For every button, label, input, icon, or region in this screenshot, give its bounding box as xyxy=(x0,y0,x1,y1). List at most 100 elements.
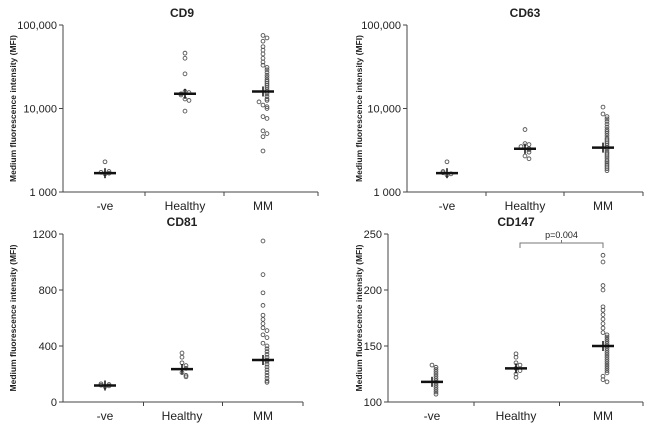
data-point xyxy=(264,328,270,333)
data-point xyxy=(264,106,270,111)
data-point xyxy=(433,391,439,397)
data-point xyxy=(260,55,266,61)
y-tick-label: 150 xyxy=(364,341,382,353)
data-point xyxy=(600,287,606,293)
data-point xyxy=(433,369,439,375)
data-point xyxy=(433,367,439,372)
data-point xyxy=(600,307,606,313)
x-tick-label: MM xyxy=(253,199,273,213)
data-point xyxy=(264,361,270,367)
data-point xyxy=(429,362,435,368)
data-point xyxy=(260,59,266,65)
data-point xyxy=(600,259,606,265)
x-tick-label: Healthy xyxy=(505,199,546,213)
data-point xyxy=(260,312,266,318)
data-point xyxy=(604,336,610,342)
data-point xyxy=(513,375,519,380)
data-point xyxy=(433,376,439,381)
data-point xyxy=(264,116,270,121)
data-point xyxy=(264,131,270,136)
data-point xyxy=(264,65,270,70)
data-point xyxy=(183,373,189,378)
data-point xyxy=(260,321,266,326)
data-point xyxy=(604,366,610,371)
data-point xyxy=(600,104,606,110)
y-tick-label: 100,000 xyxy=(361,20,401,32)
data-point xyxy=(264,380,270,385)
data-point xyxy=(604,359,610,365)
data-point xyxy=(264,98,270,103)
y-axis-label: Medium fluorescence intensity (MFI) xyxy=(8,35,18,182)
data-point xyxy=(260,51,266,57)
data-point xyxy=(264,96,270,102)
data-point xyxy=(182,108,188,114)
data-point xyxy=(433,371,439,377)
data-point xyxy=(183,363,189,368)
data-point xyxy=(604,363,610,369)
data-point xyxy=(260,102,266,108)
data-point xyxy=(260,290,266,296)
y-tick-label: 1 000 xyxy=(373,187,401,199)
chart-title: CD147 xyxy=(497,215,535,229)
data-point xyxy=(264,367,270,373)
data-point xyxy=(264,343,270,349)
y-tick-label: 100 xyxy=(364,397,382,409)
data-point xyxy=(433,387,439,393)
data-point xyxy=(260,33,266,38)
data-point xyxy=(604,129,610,134)
y-tick-label: 100,000 xyxy=(17,20,57,32)
data-point xyxy=(604,121,610,127)
data-point xyxy=(256,99,262,105)
data-point xyxy=(600,316,606,322)
data-point xyxy=(182,50,188,56)
y-tick-label: 0 xyxy=(51,397,57,409)
data-point xyxy=(600,312,606,317)
data-point xyxy=(260,272,266,277)
data-point xyxy=(604,357,610,362)
data-point xyxy=(264,349,270,354)
x-tick-label: -ve xyxy=(424,409,441,423)
data-point xyxy=(526,156,532,162)
data-point xyxy=(264,35,270,41)
data-point xyxy=(604,114,610,119)
data-point xyxy=(604,354,610,360)
p-value-label: p=0.004 xyxy=(545,230,578,240)
data-point xyxy=(444,159,450,165)
data-point xyxy=(260,114,266,119)
data-point xyxy=(264,370,270,375)
data-point xyxy=(260,62,266,68)
y-tick-label: 10,000 xyxy=(23,104,57,116)
x-tick-label: -ve xyxy=(97,199,114,213)
y-tick-label: 400 xyxy=(39,341,57,353)
panel-cd9: CD9 Medium fluorescence intensity (MFI) 1 … xyxy=(8,6,319,213)
y-axis-label: Medium fluorescence intensity (MFI) xyxy=(8,244,18,391)
data-point xyxy=(604,350,610,356)
x-tick-label: MM xyxy=(593,199,613,213)
data-point xyxy=(600,377,606,382)
data-point xyxy=(260,38,266,44)
y-axis-label: Medium fluorescence intensity (MFI) xyxy=(354,35,364,182)
data-point xyxy=(604,168,610,174)
data-point xyxy=(433,382,439,388)
data-point xyxy=(526,142,532,147)
data-point xyxy=(433,364,439,370)
y-tick-label: 800 xyxy=(39,285,57,297)
data-point xyxy=(260,303,266,308)
y-tick-label: 1 000 xyxy=(29,187,57,199)
data-point xyxy=(260,148,266,154)
data-point xyxy=(264,104,270,110)
data-point xyxy=(260,238,266,244)
data-point xyxy=(264,67,270,73)
data-point xyxy=(600,283,606,288)
data-point xyxy=(433,389,439,395)
data-point xyxy=(264,84,270,90)
significance-bracket xyxy=(519,240,604,248)
data-point xyxy=(604,119,610,124)
data-point xyxy=(604,166,610,172)
y-tick-label: 10,000 xyxy=(367,104,401,116)
data-point xyxy=(513,354,519,360)
chart-title: CD81 xyxy=(167,215,198,229)
data-point xyxy=(179,350,185,356)
x-tick-label: Healthy xyxy=(496,409,537,423)
